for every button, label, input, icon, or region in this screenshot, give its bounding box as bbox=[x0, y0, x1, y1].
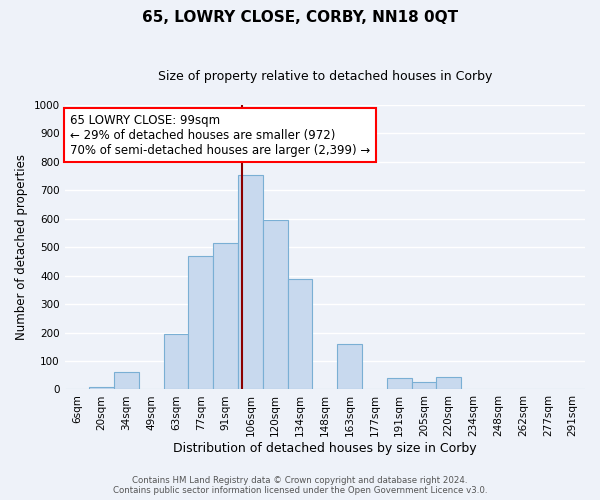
Bar bbox=[213, 243, 238, 390]
Bar bbox=[436, 376, 461, 390]
Text: 65, LOWRY CLOSE, CORBY, NN18 0QT: 65, LOWRY CLOSE, CORBY, NN18 0QT bbox=[142, 10, 458, 25]
Text: Contains HM Land Registry data © Crown copyright and database right 2024.
Contai: Contains HM Land Registry data © Crown c… bbox=[113, 476, 487, 495]
Bar bbox=[412, 382, 436, 390]
Bar bbox=[263, 220, 287, 390]
Bar bbox=[287, 278, 313, 390]
Bar bbox=[164, 334, 188, 390]
Text: 65 LOWRY CLOSE: 99sqm
← 29% of detached houses are smaller (972)
70% of semi-det: 65 LOWRY CLOSE: 99sqm ← 29% of detached … bbox=[70, 114, 370, 156]
X-axis label: Distribution of detached houses by size in Corby: Distribution of detached houses by size … bbox=[173, 442, 476, 455]
Bar bbox=[114, 372, 139, 390]
Y-axis label: Number of detached properties: Number of detached properties bbox=[15, 154, 28, 340]
Bar bbox=[89, 386, 114, 390]
Bar bbox=[337, 344, 362, 390]
Title: Size of property relative to detached houses in Corby: Size of property relative to detached ho… bbox=[158, 70, 492, 83]
Bar bbox=[387, 378, 412, 390]
Bar bbox=[188, 256, 213, 390]
Bar bbox=[238, 174, 263, 390]
